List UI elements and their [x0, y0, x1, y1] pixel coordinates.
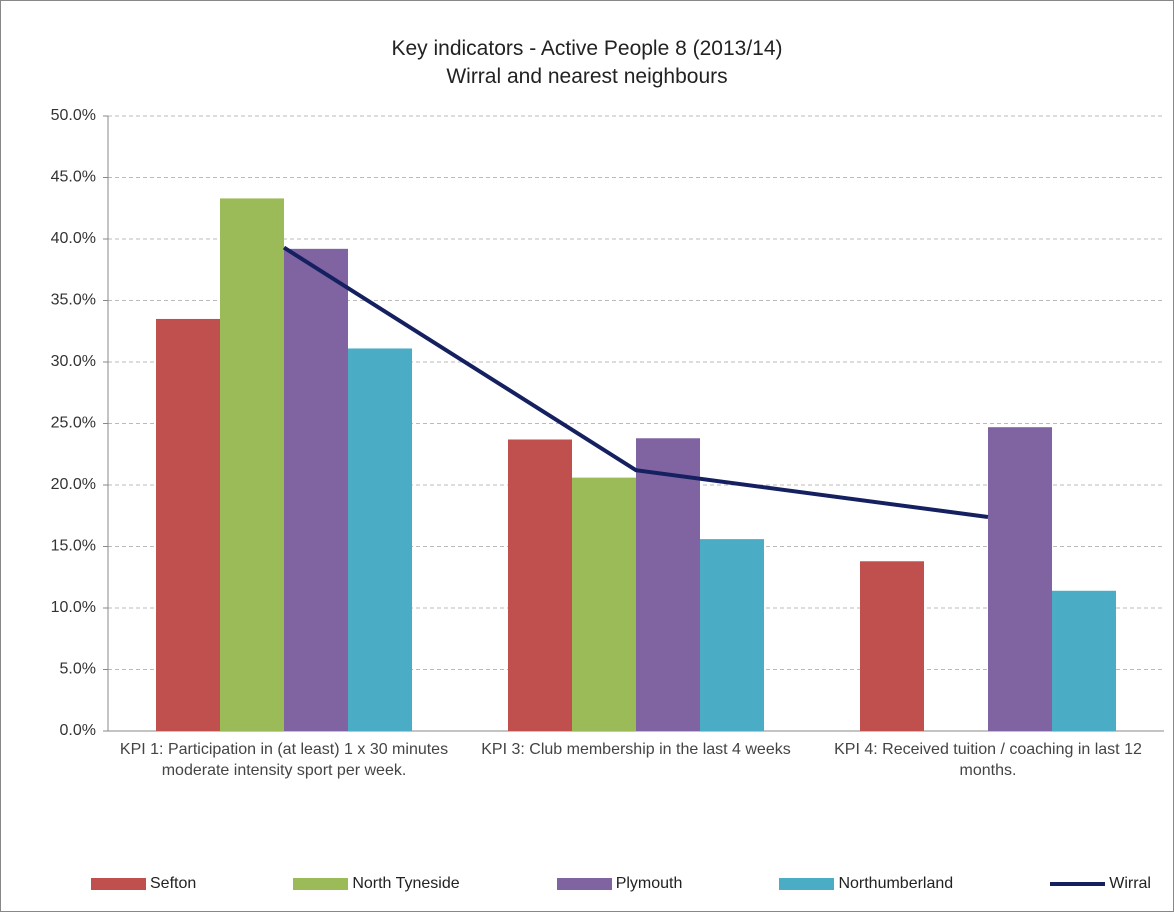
bar — [156, 318, 220, 731]
legend-label: Plymouth — [615, 875, 683, 892]
y-tick-label: 45.0% — [51, 169, 96, 186]
x-tick-label: KPI 3: Club membership in the last 4 wee… — [481, 741, 791, 758]
chart-title: Key indicators - Active People 8 (2013/1… — [391, 37, 783, 60]
legend: Sefton North Tyneside Plymouth Northumberla… — [91, 875, 1151, 893]
legend-label: North Tyneside — [352, 875, 460, 892]
bar — [508, 439, 572, 731]
y-tick-label: 15.0% — [51, 538, 96, 555]
legend-label: Northumberland — [838, 875, 954, 892]
y-tick-label: 40.0% — [51, 230, 96, 247]
bar — [636, 438, 700, 731]
legend-swatch — [1050, 882, 1106, 886]
bar — [220, 198, 284, 731]
y-tick-label: 10.0% — [51, 599, 96, 616]
legend-item: Wirral — [1050, 875, 1151, 893]
legend-item: North Tyneside — [293, 875, 460, 893]
bar — [860, 561, 924, 731]
legend-swatch — [293, 878, 349, 890]
bar — [988, 427, 1052, 731]
legend-swatch — [556, 878, 612, 890]
bar — [1052, 590, 1116, 731]
y-tick-label: 50.0% — [51, 107, 96, 124]
y-tick-label: 25.0% — [51, 415, 96, 432]
line — [282, 245, 989, 519]
legend-item: Northumberland — [779, 875, 953, 893]
bar — [348, 348, 412, 731]
y-tick-label: 5.0% — [60, 661, 96, 678]
legend-label: Wirral — [1109, 875, 1151, 892]
y-tick-label: 35.0% — [51, 292, 96, 309]
x-tick-label: KPI 1: Participation in (at least) 1 x 3… — [119, 741, 449, 779]
x-tick-label: KPI 4: Received tuition / coaching in la… — [834, 741, 1142, 779]
legend-label: Sefton — [150, 875, 197, 892]
y-tick-label: 20.0% — [51, 476, 96, 493]
legend-item: Plymouth — [556, 875, 683, 893]
bar — [572, 477, 636, 731]
bar — [284, 248, 348, 731]
legend-swatch — [91, 878, 146, 890]
y-tick-label: 0.0% — [60, 722, 96, 739]
chart-subtitle: Wirral and nearest neighbours — [446, 65, 728, 88]
legend-item: Sefton — [91, 875, 196, 893]
legend-swatch — [779, 878, 835, 890]
bar — [700, 539, 764, 731]
y-tick-label: 30.0% — [51, 353, 96, 370]
